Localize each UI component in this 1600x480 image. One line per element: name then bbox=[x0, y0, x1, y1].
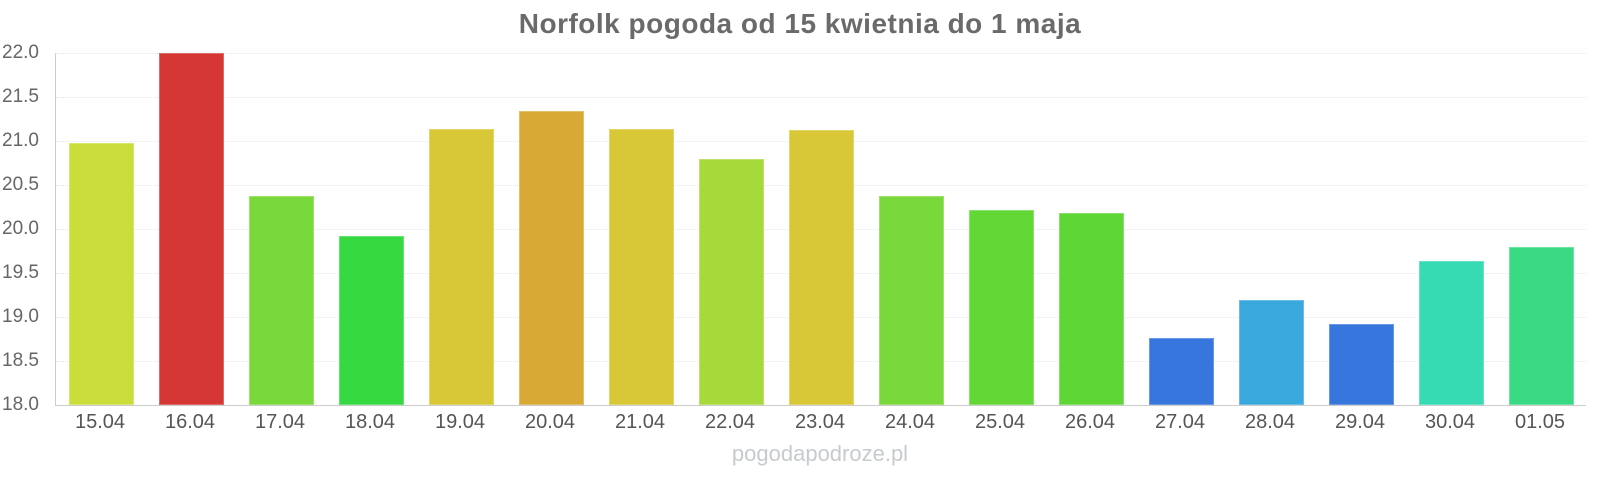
bar-01.05[interactable] bbox=[1509, 247, 1574, 405]
watermark: pogodapodroze.pl bbox=[731, 441, 909, 466]
x-tick-label-21.04: 21.04 bbox=[614, 411, 666, 433]
x-tick-label-18.04: 18.04 bbox=[344, 411, 396, 433]
y-tick-label-20.5: 20.5 bbox=[2, 174, 39, 195]
bar-18.04[interactable] bbox=[339, 236, 404, 405]
bar-26.04[interactable] bbox=[1059, 213, 1124, 405]
x-tick-label-28.04: 28.04 bbox=[1244, 411, 1296, 433]
gridline-21.5 bbox=[56, 97, 1586, 98]
plot-area bbox=[55, 53, 1586, 406]
x-tick-label-29.04: 29.04 bbox=[1334, 411, 1386, 433]
x-tick-label-26.04: 26.04 bbox=[1064, 411, 1116, 433]
chart-title: Norfolk pogoda od 15 kwietnia do 1 maja bbox=[518, 8, 1082, 39]
y-tick-label-22.0: 22.0 bbox=[2, 42, 39, 63]
x-tick-label-15.04: 15.04 bbox=[74, 411, 126, 433]
y-tick-label-19.0: 19.0 bbox=[2, 306, 39, 327]
x-tick-label-30.04: 30.04 bbox=[1424, 411, 1476, 433]
bar-15.04[interactable] bbox=[69, 142, 134, 405]
y-axis: 22.0 21.5 21.0 20.5 20.0 19.5 19.0 18.5 18.0 bbox=[0, 42, 47, 415]
x-tick-label-16.04: 16.04 bbox=[164, 411, 216, 433]
y-tick-label-20.0: 20.0 bbox=[2, 218, 39, 239]
bar-30.04[interactable] bbox=[1419, 260, 1484, 405]
bar-16.04[interactable] bbox=[159, 53, 224, 405]
x-axis: 15.04 16.04 17.04 18.04 19.04 20.04 21.04 22.04… bbox=[55, 406, 1585, 436]
x-tick-label-01.05: 01.05 bbox=[1514, 411, 1566, 433]
bar-27.04[interactable] bbox=[1149, 338, 1214, 405]
bar-21.04[interactable] bbox=[609, 128, 674, 405]
bar-28.04[interactable] bbox=[1239, 300, 1304, 405]
y-tick-label-18.5: 18.5 bbox=[2, 350, 39, 371]
x-tick-label-20.04: 20.04 bbox=[524, 411, 576, 433]
x-tick-label-25.04: 25.04 bbox=[974, 411, 1026, 433]
y-tick-label-18.0: 18.0 bbox=[2, 394, 39, 415]
y-tick-label-21.5: 21.5 bbox=[2, 86, 39, 107]
bar-25.04[interactable] bbox=[969, 209, 1034, 405]
y-tick-label-21.0: 21.0 bbox=[2, 130, 39, 151]
y-tick-label-19.5: 19.5 bbox=[2, 262, 39, 283]
bar-17.04[interactable] bbox=[249, 196, 314, 405]
x-tick-label-23.04: 23.04 bbox=[794, 411, 846, 433]
bar-29.04[interactable] bbox=[1329, 324, 1394, 405]
bar-24.04[interactable] bbox=[879, 196, 944, 405]
x-tick-label-17.04: 17.04 bbox=[254, 411, 306, 433]
bar-19.04[interactable] bbox=[429, 128, 494, 405]
x-tick-label-27.04: 27.04 bbox=[1154, 411, 1206, 433]
x-tick-label-19.04: 19.04 bbox=[434, 411, 486, 433]
bar-22.04[interactable] bbox=[699, 159, 764, 405]
x-tick-label-22.04: 22.04 bbox=[704, 411, 756, 433]
bar-20.04[interactable] bbox=[519, 111, 584, 405]
x-tick-label-24.04: 24.04 bbox=[884, 411, 936, 433]
bar-23.04[interactable] bbox=[789, 130, 854, 405]
gridline-22.0 bbox=[56, 53, 1586, 54]
